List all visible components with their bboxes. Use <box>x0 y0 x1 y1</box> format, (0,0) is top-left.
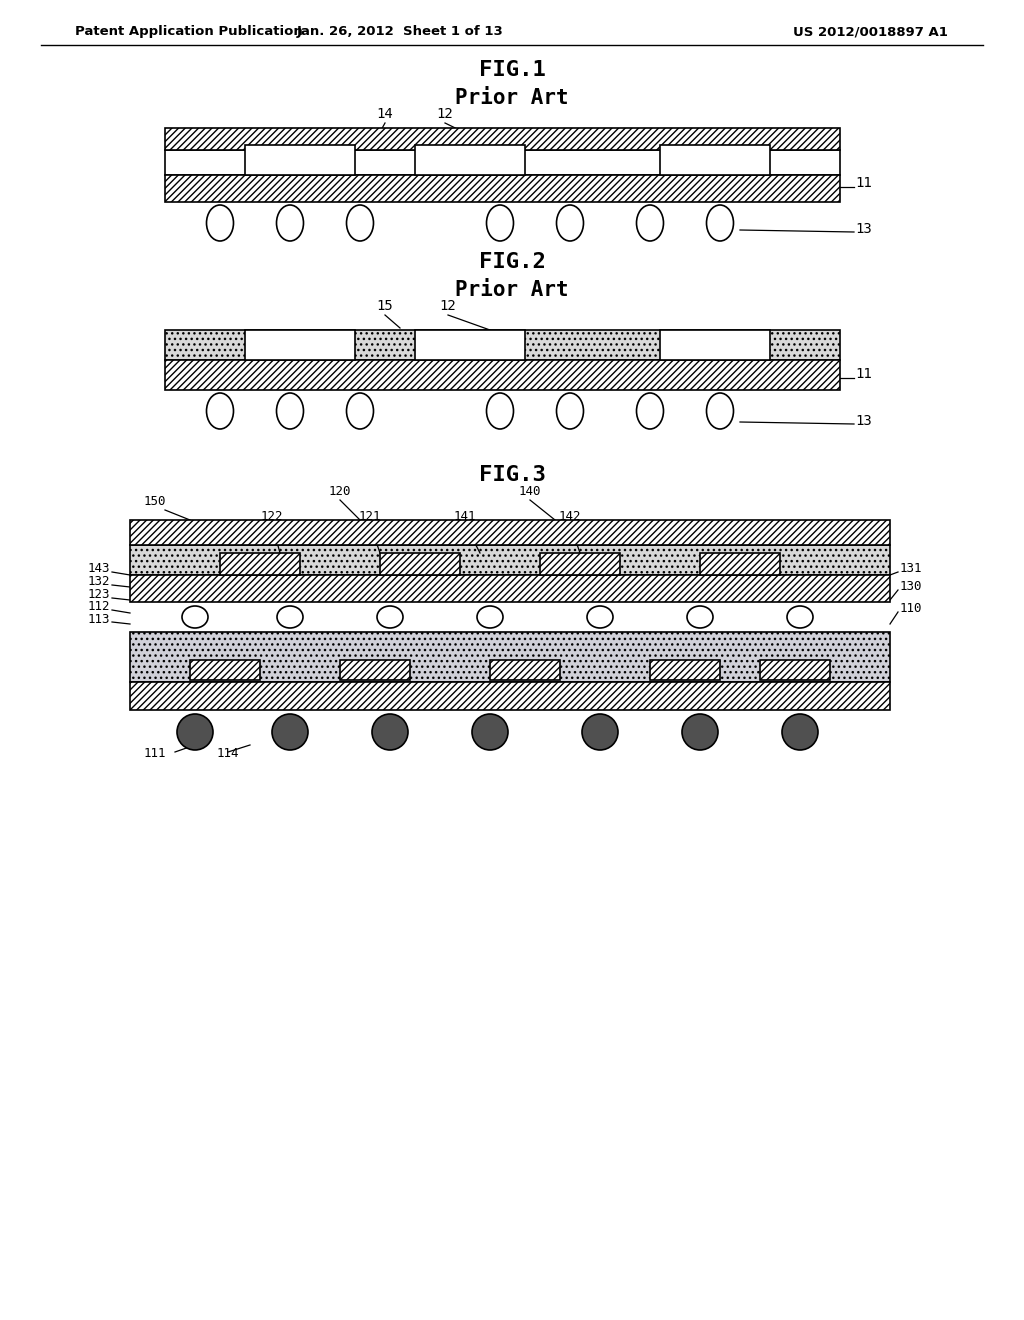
Ellipse shape <box>207 205 233 242</box>
Ellipse shape <box>637 205 664 242</box>
Bar <box>660 145 770 176</box>
Bar <box>165 330 840 360</box>
Ellipse shape <box>278 606 303 628</box>
Bar <box>415 330 525 360</box>
Ellipse shape <box>182 606 208 628</box>
Text: Prior Art: Prior Art <box>456 88 568 108</box>
Text: 110: 110 <box>900 602 923 615</box>
Ellipse shape <box>276 205 303 242</box>
Text: FIG.3: FIG.3 <box>478 465 546 484</box>
Bar <box>490 660 560 680</box>
Text: 111: 111 <box>143 747 166 760</box>
Text: Prior Art: Prior Art <box>456 280 568 300</box>
Ellipse shape <box>377 606 403 628</box>
Bar <box>130 520 890 545</box>
Bar <box>220 553 300 576</box>
Text: 142: 142 <box>559 510 582 523</box>
Text: 132: 132 <box>87 576 110 587</box>
Text: 140: 140 <box>519 484 542 498</box>
Text: 112: 112 <box>87 601 110 612</box>
Text: 143: 143 <box>87 562 110 576</box>
Text: 150: 150 <box>143 495 166 508</box>
Text: 122: 122 <box>261 510 284 523</box>
Text: Patent Application Publication: Patent Application Publication <box>75 25 303 38</box>
Ellipse shape <box>787 606 813 628</box>
Ellipse shape <box>637 393 664 429</box>
Text: 13: 13 <box>855 414 871 428</box>
Text: 15: 15 <box>377 300 393 313</box>
Bar <box>760 660 830 680</box>
Ellipse shape <box>477 606 503 628</box>
Ellipse shape <box>207 393 233 429</box>
Text: FIG.2: FIG.2 <box>478 252 546 272</box>
Bar <box>415 145 525 176</box>
Bar <box>130 545 890 576</box>
Text: 12: 12 <box>436 107 454 121</box>
Circle shape <box>582 714 618 750</box>
Ellipse shape <box>707 205 733 242</box>
Ellipse shape <box>556 205 584 242</box>
Text: 114: 114 <box>217 747 240 760</box>
Ellipse shape <box>486 205 513 242</box>
Bar <box>650 660 720 680</box>
Ellipse shape <box>707 393 733 429</box>
Text: FIG.1: FIG.1 <box>478 59 546 81</box>
Bar <box>165 176 840 202</box>
Text: 113: 113 <box>87 612 110 626</box>
Ellipse shape <box>346 205 374 242</box>
Text: 141: 141 <box>454 510 476 523</box>
Bar <box>130 682 890 710</box>
Text: US 2012/0018897 A1: US 2012/0018897 A1 <box>793 25 947 38</box>
Text: 13: 13 <box>855 222 871 236</box>
Bar <box>340 660 410 680</box>
Text: 11: 11 <box>855 176 871 190</box>
Text: 11: 11 <box>855 367 871 381</box>
Bar <box>660 330 770 360</box>
Ellipse shape <box>556 393 584 429</box>
Bar <box>165 150 840 176</box>
Bar <box>245 330 355 360</box>
Text: 131: 131 <box>900 562 923 576</box>
Bar <box>540 553 620 576</box>
Text: 130: 130 <box>900 579 923 593</box>
Text: 14: 14 <box>377 107 393 121</box>
Text: 121: 121 <box>358 510 381 523</box>
Text: 12: 12 <box>439 300 457 313</box>
Text: Jan. 26, 2012  Sheet 1 of 13: Jan. 26, 2012 Sheet 1 of 13 <box>297 25 504 38</box>
Circle shape <box>782 714 818 750</box>
Bar <box>245 145 355 176</box>
Ellipse shape <box>587 606 613 628</box>
Bar <box>165 128 840 150</box>
Circle shape <box>372 714 408 750</box>
Circle shape <box>177 714 213 750</box>
Bar <box>130 632 890 682</box>
Bar <box>130 576 890 602</box>
Ellipse shape <box>346 393 374 429</box>
Text: 123: 123 <box>87 587 110 601</box>
Text: 120: 120 <box>329 484 351 498</box>
Circle shape <box>472 714 508 750</box>
Bar <box>165 360 840 389</box>
Ellipse shape <box>687 606 713 628</box>
Circle shape <box>272 714 308 750</box>
Bar <box>380 553 460 576</box>
Ellipse shape <box>276 393 303 429</box>
Bar <box>700 553 780 576</box>
Bar <box>190 660 260 680</box>
Circle shape <box>682 714 718 750</box>
Ellipse shape <box>486 393 513 429</box>
